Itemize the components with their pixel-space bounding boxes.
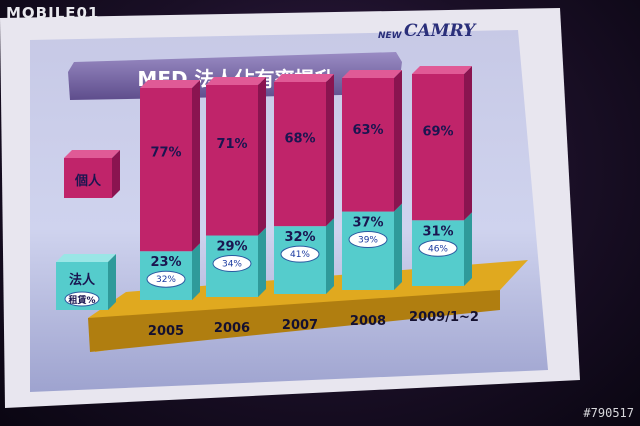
label-lease-2005: 32% <box>156 275 176 285</box>
bar-top-2009/1~2 <box>412 66 472 74</box>
label-personal-2008: 63% <box>352 123 383 138</box>
label-personal-2009/1~2: 69% <box>422 124 453 139</box>
bar-personal-side-2008 <box>394 70 402 212</box>
label-lease-2009/1~2: 46% <box>428 244 448 254</box>
tick-label-2007: 2007 <box>282 318 318 333</box>
legend-corporate-top <box>56 254 116 262</box>
legend-personal-box <box>64 158 112 198</box>
label-corporate-2006: 29% <box>216 240 247 255</box>
label-personal-2007: 68% <box>284 132 315 147</box>
bar-corporate-side-2005 <box>192 243 200 300</box>
tick-label-2006: 2006 <box>214 321 250 336</box>
label-corporate-2009/1~2: 31% <box>422 224 453 239</box>
legend-personal-side <box>112 150 120 198</box>
bar-personal-side-2005 <box>192 80 200 252</box>
tick-label-2008: 2008 <box>350 314 386 329</box>
lease-ellipse-2005 <box>146 270 186 288</box>
label-personal-2006: 71% <box>216 137 247 152</box>
bar-personal-2007 <box>274 82 326 227</box>
legend-personal-label: 個人 <box>74 173 102 189</box>
legend-lease-ellipse <box>64 291 100 307</box>
bar-personal-side-2006 <box>258 77 266 236</box>
bar-top-2005 <box>140 80 200 88</box>
bar-top-2007 <box>274 74 334 82</box>
legend-corporate-label: 法人 <box>69 272 96 288</box>
label-corporate-2007: 32% <box>284 230 315 245</box>
bar-top-2006 <box>206 77 266 85</box>
legend-corporate-side <box>108 254 116 310</box>
legend-lease-label: 租賃% <box>68 294 95 306</box>
bar-corporate-side-2008 <box>394 203 402 290</box>
brand-name: CAMRY <box>404 21 477 41</box>
lease-ellipse-2009/1~2 <box>418 239 458 257</box>
bar-corporate-side-2007 <box>326 218 334 294</box>
bar-chart: 77% 23% 32% 2005 71% 29% 34% 2006 68% 32% 41% 2007 6… <box>140 66 479 339</box>
label-lease-2008: 39% <box>358 236 378 246</box>
legend-personal-top <box>64 150 120 158</box>
bar-personal-2005 <box>140 88 192 252</box>
label-lease-2006: 34% <box>222 260 242 270</box>
label-corporate-2005: 23% <box>150 255 181 270</box>
watermark: MOBILE01 <box>6 4 100 22</box>
bar-personal-side-2007 <box>326 74 334 227</box>
label-lease-2007: 41% <box>290 250 310 260</box>
label-corporate-2008: 37% <box>352 216 383 231</box>
bar-corporate-2008 <box>342 211 394 290</box>
bar-corporate-side-2006 <box>258 227 266 297</box>
lease-ellipse-2007 <box>280 245 320 263</box>
bar-personal-2009/1~2 <box>412 74 464 221</box>
photo-tag: #790517 <box>583 406 634 420</box>
bar-personal-2008 <box>342 78 394 212</box>
bar-personal-side-2009/1~2 <box>464 66 472 221</box>
bar-corporate-side-2009/1~2 <box>464 212 472 286</box>
lease-ellipse-2006 <box>212 255 252 273</box>
tick-label-2009/1~2: 2009/1~2 <box>409 310 479 325</box>
label-personal-2005: 77% <box>150 146 181 161</box>
lease-ellipse-2008 <box>348 231 388 249</box>
chart-floor-front <box>88 290 500 352</box>
bar-top-2008 <box>342 70 402 78</box>
tick-label-2005: 2005 <box>148 324 184 339</box>
brand-prefix: NEW <box>378 31 403 41</box>
bar-personal-2006 <box>206 85 258 236</box>
